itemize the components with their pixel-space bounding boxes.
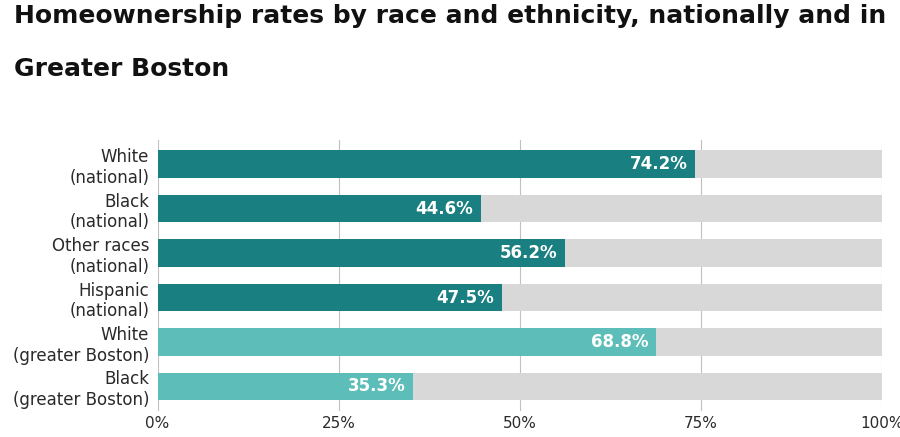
Bar <box>158 150 882 178</box>
Text: 35.3%: 35.3% <box>348 378 406 395</box>
Text: 44.6%: 44.6% <box>416 200 473 218</box>
Bar <box>158 239 882 267</box>
Text: 47.5%: 47.5% <box>436 288 494 306</box>
Text: 68.8%: 68.8% <box>591 333 649 351</box>
Bar <box>158 328 882 356</box>
Bar <box>158 284 501 311</box>
Bar <box>158 239 564 267</box>
Bar <box>158 195 882 222</box>
Text: Greater Boston: Greater Boston <box>14 57 229 81</box>
Text: 56.2%: 56.2% <box>500 244 557 262</box>
Bar <box>158 195 481 222</box>
Text: 74.2%: 74.2% <box>630 155 688 173</box>
Bar <box>158 373 882 400</box>
Bar <box>158 150 695 178</box>
Text: Homeownership rates by race and ethnicity, nationally and in: Homeownership rates by race and ethnicit… <box>14 4 886 28</box>
Bar <box>158 373 413 400</box>
Bar <box>158 328 656 356</box>
Bar <box>158 284 882 311</box>
